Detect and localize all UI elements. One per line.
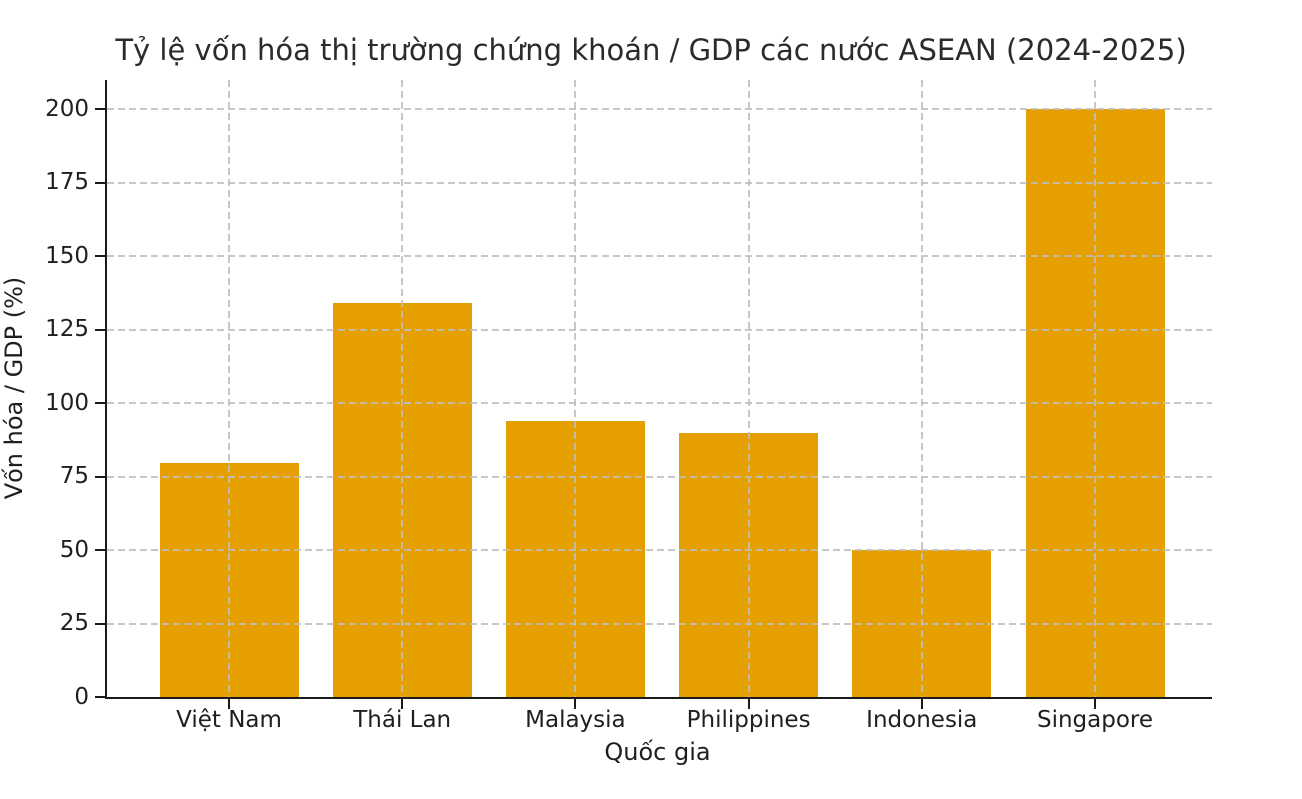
x-tick-mark-malaysia (574, 699, 577, 709)
bar-philippines (679, 432, 819, 697)
y-tick-mark-75 (95, 475, 105, 478)
y-tick-mark-100 (95, 402, 105, 405)
bar-singapore (1025, 109, 1165, 697)
y-tick-label-125: 125 (45, 316, 89, 343)
x-tick-label-viet-nam: Việt Nam (176, 707, 282, 733)
x-tick-mark-philippines (747, 699, 750, 709)
x-tick-mark-singapore (1094, 699, 1096, 709)
y-tick-mark-150 (95, 255, 105, 258)
y-tick-label-150: 150 (45, 242, 89, 269)
y-tick-label-50: 50 (59, 536, 89, 563)
x-tick-label-philippines: Philippines (686, 707, 811, 733)
x-tick-label-singapore: Singapore (1036, 707, 1154, 733)
y-tick-label-200: 200 (45, 95, 89, 122)
bar-thai-lan (332, 303, 472, 697)
bar-viet-nam (159, 463, 299, 697)
x-tick-mark-thai-lan (401, 699, 404, 709)
y-tick-mark-200 (95, 108, 105, 111)
y-tick-label-100: 100 (45, 389, 89, 416)
x-tick-label-indonesia: Indonesia (866, 707, 978, 733)
y-tick-label-75: 75 (59, 463, 89, 490)
y-tick-mark-125 (95, 328, 105, 331)
y-tick-mark-25 (95, 622, 105, 625)
x-tick-label-malaysia: Malaysia (525, 707, 626, 733)
chart-title: Tỷ lệ vốn hóa thị trường chứng khoán / G… (115, 33, 1187, 67)
x-tick-label-thai-lan: Thái Lan (353, 707, 452, 733)
y-tick-label-0: 0 (74, 683, 89, 710)
plot-area: 0 25 50 75 100 125 150 175 200 Việt Nam Thái Lan Ma… (45, 80, 1212, 733)
y-tick-label-25: 25 (59, 610, 89, 637)
y-tick-mark-0 (95, 696, 105, 698)
bar-malaysia (505, 420, 645, 697)
y-tick-label-175: 175 (45, 169, 89, 196)
x-tick-mark-indonesia (920, 699, 923, 709)
x-tick-mark-viet-nam (228, 699, 230, 709)
bar-indonesia (852, 550, 992, 697)
y-tick-mark-50 (95, 549, 105, 552)
x-axis-label: Quốc gia (604, 738, 711, 766)
y-tick-mark-175 (95, 181, 105, 184)
